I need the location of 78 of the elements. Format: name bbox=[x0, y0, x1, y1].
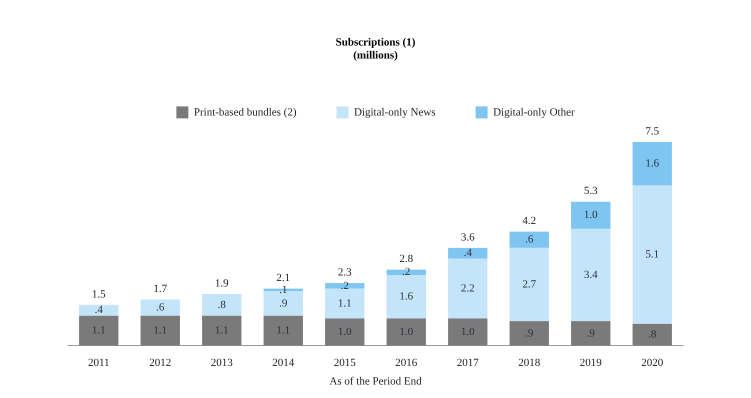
data-label: .2 bbox=[340, 280, 349, 292]
bar bbox=[632, 142, 672, 186]
total-label: 1.9 bbox=[214, 277, 230, 290]
legend-label: Digital-only Other bbox=[493, 106, 575, 118]
bar bbox=[264, 316, 303, 346]
data-label: 2.2 bbox=[460, 282, 475, 294]
legend-label: Digital-only News bbox=[354, 106, 436, 118]
bar bbox=[386, 318, 426, 346]
chart-title: Subscriptions (1) bbox=[336, 36, 416, 48]
data-label: 1.1 bbox=[92, 324, 106, 337]
total-label: 2.3 bbox=[338, 266, 352, 279]
bar bbox=[202, 316, 242, 346]
x-tick-label: 2011 bbox=[88, 357, 110, 370]
x-tick-label: 2016 bbox=[395, 357, 418, 370]
x-tick-label: 2020 bbox=[641, 357, 664, 370]
bar bbox=[632, 324, 672, 346]
bar bbox=[448, 318, 488, 346]
total-label: 1.7 bbox=[153, 282, 168, 295]
bar bbox=[448, 258, 488, 318]
data-label: 1.1 bbox=[338, 297, 352, 310]
bar bbox=[510, 248, 549, 322]
data-label: 1.6 bbox=[399, 290, 414, 303]
data-label: 3.4 bbox=[584, 268, 598, 281]
x-tick-label: 2014 bbox=[272, 357, 295, 370]
bar bbox=[386, 270, 426, 276]
data-label: .6 bbox=[525, 234, 534, 246]
bar bbox=[325, 318, 364, 346]
total-label: 5.3 bbox=[584, 185, 598, 198]
total-label: 2.1 bbox=[276, 272, 290, 284]
total-label: 4.2 bbox=[522, 214, 536, 227]
x-tick-label: 2017 bbox=[456, 357, 480, 370]
bar bbox=[571, 321, 610, 346]
data-label: .4 bbox=[464, 247, 472, 260]
data-label: 1.1 bbox=[276, 324, 290, 337]
data-label: .4 bbox=[94, 304, 104, 316]
bar bbox=[202, 294, 242, 316]
bar bbox=[632, 185, 672, 324]
bar bbox=[140, 316, 180, 346]
bar bbox=[448, 248, 488, 259]
data-label: .9 bbox=[586, 327, 596, 340]
bar bbox=[510, 232, 549, 248]
data-label: .1 bbox=[279, 284, 288, 296]
bar bbox=[325, 283, 364, 289]
bar bbox=[79, 304, 118, 316]
x-tick-label: 2012 bbox=[149, 357, 172, 370]
data-label: 1.1 bbox=[153, 324, 168, 337]
bar bbox=[510, 321, 549, 346]
chart-subtitle: (millions) bbox=[353, 50, 398, 62]
bar bbox=[140, 299, 180, 316]
legend-label: Print-based bundles (2) bbox=[194, 106, 297, 118]
data-label: 1.0 bbox=[399, 326, 414, 338]
data-label: 5.1 bbox=[645, 248, 660, 261]
bar bbox=[571, 202, 610, 229]
data-label: .2 bbox=[402, 266, 410, 278]
bar bbox=[325, 288, 364, 318]
x-tick-label: 2015 bbox=[334, 357, 356, 370]
x-tick-label: 2019 bbox=[580, 357, 602, 370]
bar bbox=[571, 228, 610, 322]
data-label: .6 bbox=[156, 301, 165, 314]
data-label: 1.0 bbox=[460, 326, 476, 338]
total-label: 7.5 bbox=[645, 125, 660, 138]
bar bbox=[79, 316, 118, 346]
total-label: 2.8 bbox=[399, 252, 414, 265]
data-label: .8 bbox=[648, 328, 657, 341]
data-label: 1.1 bbox=[214, 324, 229, 337]
data-label: .9 bbox=[279, 297, 288, 310]
data-label: .8 bbox=[218, 298, 226, 311]
data-label: 1.0 bbox=[584, 209, 598, 222]
bar bbox=[386, 275, 426, 318]
x-tick-label: 2018 bbox=[518, 357, 541, 370]
x-tick-label: 2013 bbox=[210, 357, 234, 370]
data-label: 1.0 bbox=[338, 326, 352, 338]
data-label: 2.7 bbox=[522, 278, 537, 290]
data-label: .9 bbox=[525, 327, 534, 340]
data-label: 1.6 bbox=[645, 158, 660, 170]
total-label: 1.5 bbox=[92, 288, 106, 300]
total-label: 3.6 bbox=[460, 231, 476, 244]
x-axis-title: As of the Period End bbox=[329, 375, 422, 388]
